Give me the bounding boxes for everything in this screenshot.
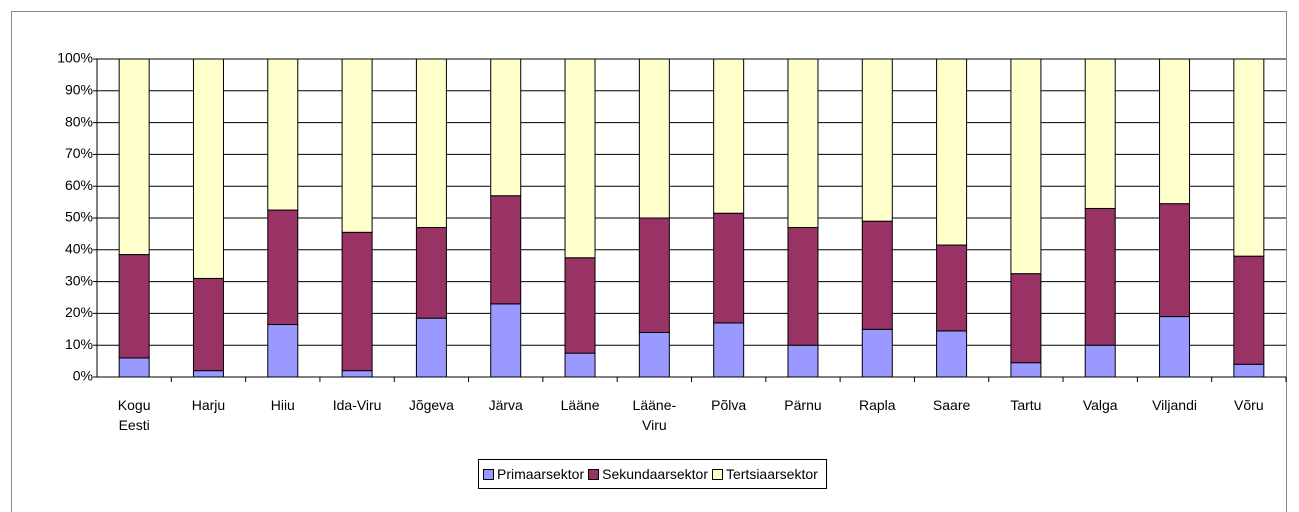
bar-segment — [267, 209, 299, 326]
x-tick-label: Saare — [932, 397, 971, 413]
x-tick-label: Järva — [488, 397, 523, 413]
bar-segment — [490, 303, 522, 378]
bar-segment — [341, 231, 373, 372]
x-tick-label: Jõgeva — [408, 397, 454, 413]
legend-label: Primaarsektor — [497, 466, 585, 482]
legend-label: Tertsiaarsektor — [725, 466, 818, 482]
x-tick-label: Võru — [1234, 397, 1264, 413]
bar-segment — [1159, 203, 1191, 318]
y-tick-label: 20% — [65, 304, 93, 320]
y-tick-label: 30% — [65, 272, 93, 288]
x-tick-label: Lääne — [560, 397, 600, 413]
legend: Primaarsektor Sekundaarsektor Tertsiaarsek… — [478, 459, 827, 489]
bar-segment — [861, 328, 893, 378]
legend-entry: Tertsiaarsektor — [711, 466, 818, 482]
legend-swatch — [483, 468, 494, 480]
bar-segment — [490, 195, 522, 305]
x-tick-label: Rapla — [858, 397, 896, 413]
x-tick-label: Hiiu — [270, 397, 295, 413]
bar-segment — [1233, 58, 1265, 257]
x-tick-label: Tartu — [1010, 397, 1042, 413]
bar-segment — [118, 254, 150, 359]
bar-segment — [415, 227, 447, 319]
x-tick-label: Valga — [1082, 397, 1118, 413]
x-tick-label: Viljandi — [1152, 397, 1197, 413]
bar-segment — [118, 58, 150, 256]
bar-segment — [861, 220, 893, 330]
legend-entry: Sekundaarsektor — [588, 466, 708, 482]
bar-segment — [341, 370, 373, 378]
bar-segment — [638, 58, 670, 219]
bar-segment — [490, 58, 522, 197]
y-tick-label: 80% — [65, 113, 93, 129]
y-tick-label: 100% — [57, 50, 93, 66]
bar-segment — [713, 322, 745, 378]
bar-segment — [638, 331, 670, 378]
bar-segment — [787, 58, 819, 229]
bar-segment — [936, 244, 968, 332]
bar-segment — [713, 212, 745, 324]
x-tick-label: Pärnu — [784, 397, 822, 413]
bar-segment — [192, 370, 224, 378]
legend-label: Sekundaarsektor — [602, 466, 708, 482]
bar-segment — [1010, 58, 1042, 275]
bar-segment — [415, 317, 447, 378]
bar-segment — [192, 277, 224, 372]
x-tick-label: Kogu Eesti — [117, 397, 151, 433]
bar-segment — [1159, 58, 1191, 205]
x-tick-label: Lääne-Viru — [632, 397, 677, 433]
bar-segment — [1084, 58, 1116, 209]
y-tick-label: 60% — [65, 177, 93, 193]
bar-segment — [564, 352, 596, 378]
bar-segment — [861, 58, 893, 222]
bar-segment — [1084, 344, 1116, 378]
bar-segment — [713, 58, 745, 214]
bar-segment — [638, 217, 670, 333]
y-tick-label: 40% — [65, 241, 93, 257]
bar-segment — [267, 324, 299, 378]
bar-segment — [415, 58, 447, 229]
x-tick-label: Ida-Viru — [332, 397, 382, 413]
bar-segment — [1159, 316, 1191, 378]
bar-segment — [787, 344, 819, 378]
y-tick-label: 0% — [73, 368, 93, 384]
bar-segment — [341, 58, 373, 233]
bar-segment — [936, 330, 968, 378]
bar-segment — [1010, 273, 1042, 364]
bar-segment — [1233, 255, 1265, 365]
bar-segment — [267, 58, 299, 211]
y-tick-label: 70% — [65, 145, 93, 161]
y-tick-label: 50% — [65, 209, 93, 225]
x-tick-label: Põlva — [711, 397, 747, 413]
bar-segment — [564, 257, 596, 354]
legend-entry: Primaarsektor — [483, 466, 584, 482]
bar-segment — [787, 227, 819, 346]
bar-segment — [1233, 363, 1265, 378]
bar-segment — [118, 357, 150, 378]
bar-segment — [192, 58, 224, 279]
x-tick-label: Harju — [191, 397, 226, 413]
y-tick-label: 90% — [65, 82, 93, 98]
chart-frame — [11, 11, 1287, 512]
bar-segment — [1084, 207, 1116, 346]
y-tick-label: 10% — [65, 336, 93, 352]
legend-swatch — [588, 468, 600, 480]
legend-swatch — [711, 468, 723, 480]
bar-segment — [936, 58, 968, 246]
bar-segment — [564, 58, 596, 259]
bar-segment — [1010, 362, 1042, 378]
